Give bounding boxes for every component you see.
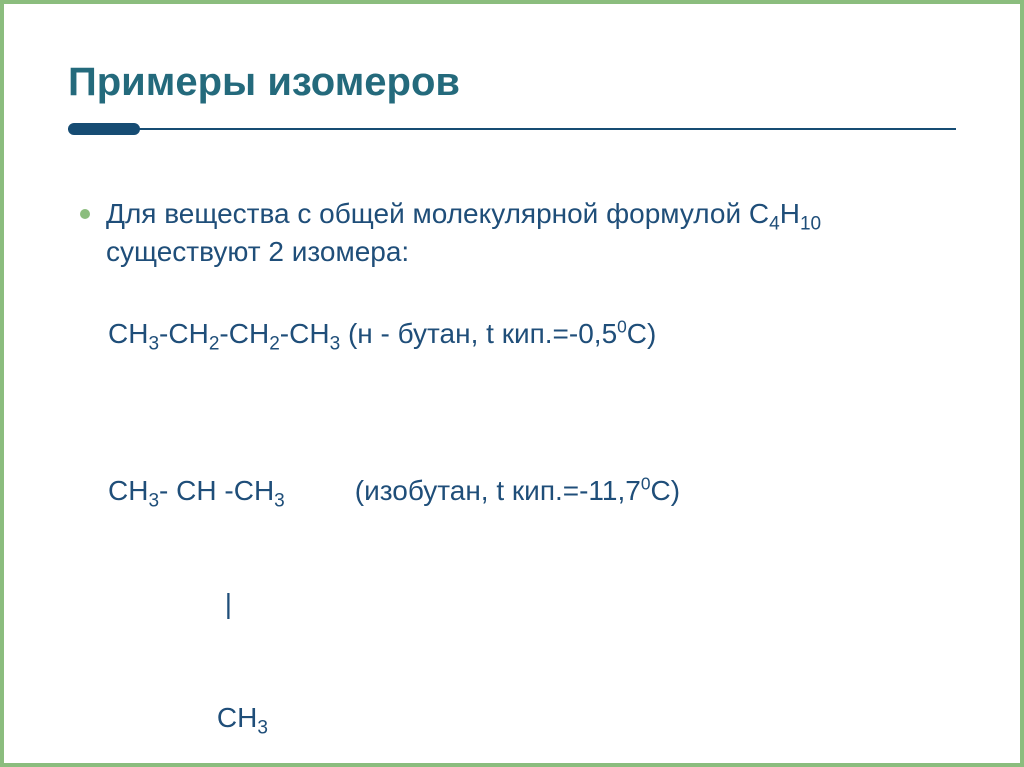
lead-suffix: существуют 2 изомера: [106,236,409,267]
i1-note-close: С) [627,318,657,349]
i1-d1: - [159,318,168,349]
i1-g1: СН [108,318,148,349]
i1-s3: 2 [269,333,280,354]
i1-d2: - [219,318,228,349]
i2-d1: - [159,475,176,506]
i2-note-sup: 0 [641,474,651,494]
i2-gap [285,475,355,506]
slide-frame: Примеры изомеров Для вещества с общей мо… [0,0,1024,767]
i1-g4: СН [289,318,329,349]
i2-g3: СН [234,475,274,506]
i2-g2: СН [176,475,224,506]
underline-line [68,128,956,130]
lead-text: Для вещества с общей молекулярной формул… [106,195,866,271]
slide-body: Для вещества с общей молекулярной формул… [68,195,956,767]
i2-l3-g: СН [217,702,257,733]
bullet-icon [80,209,90,219]
i1-g2: СН [168,318,208,349]
lead-bullet-block: Для вещества с общей молекулярной формул… [68,195,956,271]
isomer-2-line1: СН3- СН -СН3 (изобутан, t кип.=-11,70С) [108,472,956,510]
i1-note-open: (н - бутан, t кип.=-0,5 [340,318,617,349]
i1-s1: 3 [148,333,159,354]
slide-title: Примеры изомеров [68,60,956,105]
lead-formula-h: Н [780,198,800,229]
lead-sub-10: 10 [800,214,821,235]
i2-d2: - [224,475,233,506]
slide-content: Примеры изомеров Для вещества с общей мо… [4,4,1020,767]
i1-s2: 2 [209,333,220,354]
i2-note-open: (изобутан, t кип.=-11,7 [355,475,641,506]
lead-sub-4: 4 [769,214,780,235]
lead-formula-c: С [749,198,769,229]
i2-l3-prefix [108,702,217,733]
i1-note-sup: 0 [617,316,627,336]
i2-s1: 3 [148,491,159,512]
i1-d3: - [280,318,289,349]
lead-prefix: Для вещества с общей молекулярной формул… [106,198,749,229]
title-underline [68,123,956,135]
i2-g1: СН [108,475,148,506]
i2-s3: 3 [274,491,285,512]
i2-l3-s: 3 [257,717,268,738]
isomer-2-line3: СН3 [108,699,956,737]
i2-note-close: С) [651,475,681,506]
i1-s4: 3 [330,333,341,354]
i1-g3: СН [229,318,269,349]
underline-cap [68,123,140,135]
isomer-2-line2: | [108,585,956,623]
isomer-1: СН3-СН2-СН2-СН3 (н - бутан, t кип.=-0,50… [68,315,956,353]
isomer-2: СН3- СН -СН3 (изобутан, t кип.=-11,70С) … [68,396,956,767]
